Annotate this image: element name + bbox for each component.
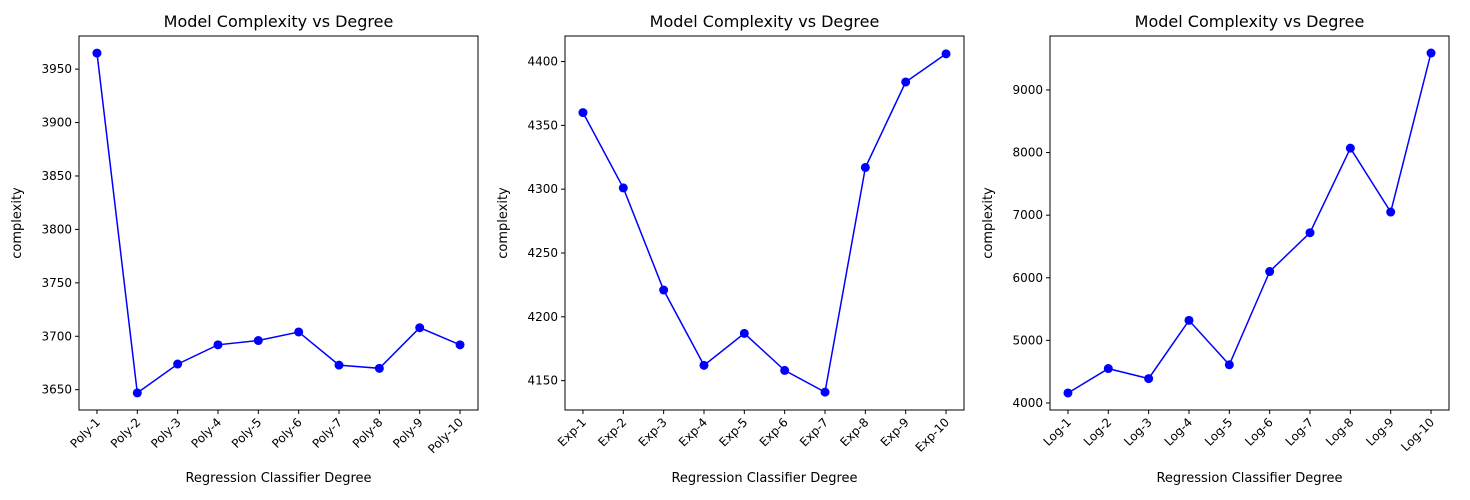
chart3-point [1144, 374, 1154, 384]
chart3-ytick-label: 8000 [1012, 146, 1043, 160]
chart2-xtick-label: Exp-7 [797, 415, 831, 449]
chart3-axes-frame [1049, 35, 1450, 411]
chart2-xtick-label: Exp-8 [837, 415, 871, 449]
chart3-xtick-label: Log-8 [1323, 415, 1357, 449]
chart1-point [173, 359, 183, 369]
chart2-xtick-label: Exp-2 [595, 415, 629, 449]
chart2-xtick-label: Exp-1 [555, 415, 589, 449]
chart1-point [213, 340, 223, 350]
chart3-title: Model Complexity vs Degree [1135, 12, 1365, 31]
chart2-point [659, 285, 669, 295]
chart1-series-line [96, 53, 461, 395]
chart2-point [901, 77, 911, 87]
chart2-ytick-label: 4350 [527, 118, 558, 132]
chart3-xtick-label: Log-10 [1398, 415, 1437, 454]
chart2-axes-frame [564, 35, 965, 411]
chart1-xtick-label: Poly-1 [67, 415, 103, 451]
chart3-xtick-label: Log-4 [1162, 415, 1196, 449]
chart1-axes-frame [78, 35, 479, 411]
chart1-ytick-label: 3650 [41, 383, 72, 397]
chart1-ytick-label: 3700 [41, 329, 72, 343]
chart3-xtick-label: Log-5 [1202, 415, 1236, 449]
chart1-xlabel: Regression Classifier Degree [185, 471, 371, 486]
chart1-point [455, 340, 465, 350]
chart3-ytick-label: 9000 [1012, 83, 1043, 97]
chart2-ytick-label: 4250 [527, 246, 558, 260]
chart1-title: Model Complexity vs Degree [164, 12, 394, 31]
chart3-xtick-label: Log-6 [1242, 415, 1276, 449]
chart2-ytick-label: 4150 [527, 374, 558, 388]
chart2-series-line [582, 53, 947, 394]
chart3-ytick-label: 7000 [1012, 208, 1043, 222]
chart1: Model Complexity vs Degree complexity Regr… [10, 12, 479, 486]
chart1-xtick-label: Poly-9 [390, 415, 426, 451]
chart2-point [578, 108, 588, 118]
chart3-series-line [1067, 52, 1432, 394]
chart3-xlabel: Regression Classifier Degree [1156, 471, 1342, 486]
chart2-point [780, 365, 790, 375]
chart1-ytick-label: 3750 [41, 276, 72, 290]
chart3-ytick-label: 4000 [1012, 396, 1043, 410]
chart1-xtick-label: Poly-7 [310, 415, 346, 451]
chart3-ytick-label: 5000 [1012, 333, 1043, 347]
chart3-point [1386, 207, 1396, 217]
chart3-ylabel: complexity [981, 187, 996, 259]
chart2-xtick-label: Exp-10 [913, 415, 953, 455]
chart2-point [820, 387, 830, 397]
chart3-xtick-label: Log-2 [1081, 415, 1115, 449]
chart1-point [294, 327, 304, 337]
chart3-ytick-label: 6000 [1012, 271, 1043, 285]
chart2-title: Model Complexity vs Degree [650, 12, 880, 31]
chart1-ylabel: complexity [10, 187, 25, 259]
chart1-xtick-label: Poly-2 [108, 415, 144, 451]
chart3-point [1305, 228, 1315, 238]
chart3-point [1224, 360, 1234, 370]
chart1-xtick-label: Poly-10 [425, 415, 466, 456]
chart3-xtick-label: Log-1 [1041, 415, 1075, 449]
chart1-xtick-label: Poly-5 [229, 415, 265, 451]
chart1-point [92, 48, 102, 58]
chart2-xtick-label: Exp-3 [636, 415, 670, 449]
chart1-point [132, 388, 142, 398]
chart1-point [374, 363, 384, 373]
chart2-point [618, 183, 628, 193]
chart2-ytick-label: 4300 [527, 182, 558, 196]
chart1-xtick-label: Poly-8 [350, 415, 386, 451]
chart1-ytick-label: 3900 [41, 116, 72, 130]
chart3-xtick-label: Log-7 [1283, 415, 1317, 449]
chart1-point [415, 323, 425, 333]
chart2-point [739, 328, 749, 338]
chart1-ytick-label: 3800 [41, 222, 72, 236]
chart2-xtick-label: Exp-6 [757, 415, 791, 449]
chart2: Model Complexity vs Degree complexity Regr… [496, 12, 965, 486]
chart2-ytick-label: 4400 [527, 55, 558, 69]
chart1-ytick-label: 3850 [41, 169, 72, 183]
chart3-xtick-label: Log-9 [1363, 415, 1397, 449]
chart3-xtick-label: Log-3 [1121, 415, 1155, 449]
chart3-point [1265, 267, 1275, 277]
chart2-xtick-label: Exp-9 [878, 415, 912, 449]
chart2-ylabel: complexity [496, 187, 511, 259]
chart2-xlabel: Regression Classifier Degree [671, 471, 857, 486]
chart3-point [1103, 364, 1113, 374]
chart3-point [1184, 315, 1194, 325]
chart3: Model Complexity vs Degree complexity Regr… [981, 12, 1450, 486]
chart1-xtick-label: Poly-4 [189, 415, 225, 451]
chart3-point [1426, 48, 1436, 58]
chart1-ytick-label: 3950 [41, 62, 72, 76]
chart1-xtick-label: Poly-6 [269, 415, 305, 451]
chart2-xtick-label: Exp-5 [716, 415, 750, 449]
chart1-xtick-label: Poly-3 [148, 415, 184, 451]
chart3-point [1063, 388, 1073, 398]
chart2-point [860, 162, 870, 172]
chart2-xtick-label: Exp-4 [676, 415, 710, 449]
chart2-point [699, 360, 709, 370]
chart1-point [253, 336, 263, 346]
chart1-point [334, 360, 344, 370]
chart2-point [941, 49, 951, 59]
chart2-ytick-label: 4200 [527, 310, 558, 324]
chart3-point [1345, 143, 1355, 153]
